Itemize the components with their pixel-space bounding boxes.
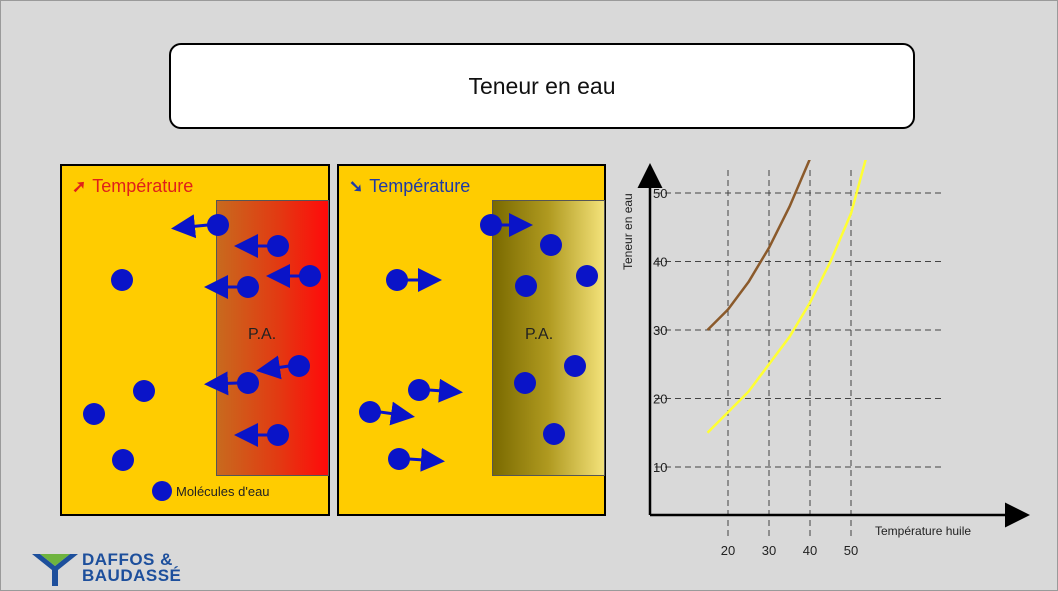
- pa-label-left: P.A.: [248, 326, 277, 343]
- molecule-entering: [480, 213, 533, 237]
- chart-svg: 2030405010203040506070Teneur en eauTempé…: [621, 0, 1030, 558]
- company-logo: DAFFOS & BAUDASSÉ: [30, 548, 230, 588]
- molecule-leaving: [171, 214, 229, 239]
- molecule: [576, 265, 598, 287]
- logo-line2: BAUDASSÉ: [82, 566, 182, 585]
- panel-temperature-down: ➘ Température P.A.: [337, 164, 606, 516]
- molecule: [83, 403, 105, 425]
- legend-molecules: Molécules d'eau: [152, 481, 270, 501]
- temperature-down-text: Température: [369, 176, 471, 196]
- molecule: [133, 380, 155, 402]
- x-tick-label: 50: [844, 543, 858, 558]
- molecules-right: [359, 213, 598, 472]
- molecule-entering: [388, 447, 445, 472]
- y-tick-label: 30: [653, 323, 667, 338]
- temperature-up-label: ➚ Température: [72, 176, 193, 197]
- slide-title: Teneur en eau: [169, 43, 915, 129]
- water-content-chart: 2030405010203040506070Teneur en eauTempé…: [610, 0, 1058, 570]
- series-line-huile-neuve: [706, 48, 886, 434]
- molecules-left: [83, 214, 321, 471]
- logo-icon: [32, 554, 78, 586]
- molecule: [515, 275, 537, 297]
- legend-molecules-label: Molécules d'eau: [176, 483, 270, 499]
- series-line-huile-oxydee: [706, 0, 849, 331]
- molecule: [112, 449, 134, 471]
- molecule-entering: [359, 401, 415, 426]
- molecule: [111, 269, 133, 291]
- arrow-down-icon: ➘: [349, 176, 364, 196]
- x-axis-label: Température huile: [875, 524, 971, 538]
- molecule: [514, 372, 536, 394]
- logo-text: DAFFOS & BAUDASSÉ: [82, 550, 182, 585]
- molecule: [543, 423, 565, 445]
- y-axis-label: Teneur en eau: [621, 193, 635, 270]
- molecule: [564, 355, 586, 377]
- x-tick-label: 30: [762, 543, 776, 558]
- molecule-leaving: [266, 264, 321, 288]
- molecule-entering: [386, 268, 442, 292]
- y-tick-label: 50: [653, 186, 667, 201]
- molecule-leaving: [234, 234, 289, 258]
- y-tick-label: 10: [653, 460, 667, 475]
- molecule-legend-icon: [152, 481, 172, 501]
- panel-temperature-up: ➚ Température P.A.: [60, 164, 330, 516]
- x-tick-label: 20: [721, 543, 735, 558]
- molecule-leaving: [234, 423, 289, 447]
- pa-label-right: P.A.: [525, 326, 554, 343]
- molecule: [540, 234, 562, 256]
- molecule-leaving: [204, 371, 259, 396]
- molecule-leaving: [256, 355, 310, 380]
- molecule-entering: [408, 378, 463, 403]
- logo-line1: DAFFOS &: [82, 550, 173, 569]
- temperature-up-text: Température: [92, 176, 194, 196]
- arrow-up-icon: ➚: [72, 176, 87, 196]
- y-tick-label: 20: [653, 392, 667, 407]
- temperature-down-label: ➘ Température: [349, 176, 470, 197]
- x-tick-label: 40: [803, 543, 817, 558]
- y-tick-label: 40: [653, 255, 667, 270]
- molecule-leaving: [204, 275, 259, 299]
